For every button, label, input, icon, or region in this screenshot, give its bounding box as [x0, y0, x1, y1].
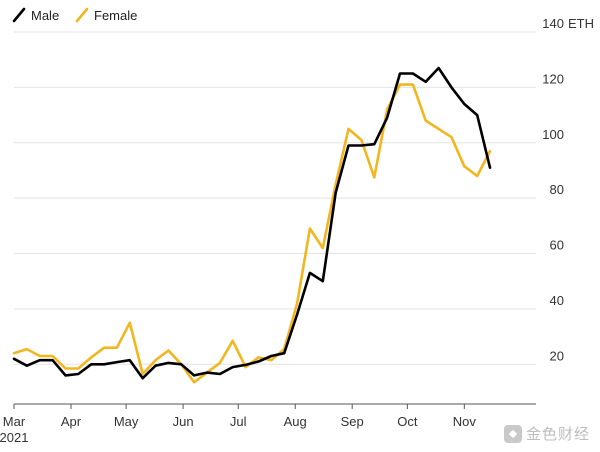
legend-label-male: Male — [31, 8, 59, 23]
x-tick-label-may: May — [114, 414, 139, 429]
y-tick-label-80: 80 — [550, 182, 564, 197]
y-tick-label-140: 140 — [542, 16, 564, 31]
legend-swatch-female — [75, 7, 89, 23]
x-year-label: 2021 — [0, 430, 28, 445]
x-tick-label-jun: Jun — [173, 414, 194, 429]
x-tick-label-aug: Aug — [284, 414, 307, 429]
x-tick-label-sep: Sep — [341, 414, 364, 429]
gridlines — [14, 31, 536, 365]
y-tick-label-20: 20 — [550, 348, 564, 363]
watermark-logo-icon — [503, 424, 522, 443]
x-axis: Mar Apr May Jun Jul Aug Sep Oct Nov 2021 — [0, 403, 536, 445]
legend: Male Female — [12, 7, 137, 23]
watermark-text: 金色财经 — [525, 426, 590, 443]
x-tick-label-jul: Jul — [230, 414, 247, 429]
y-unit-label: ETH — [568, 16, 594, 31]
x-tick-label-apr: Apr — [61, 414, 82, 429]
series-line-male — [12, 66, 492, 380]
legend-label-female: Female — [94, 8, 137, 23]
x-tick-label-oct: Oct — [397, 414, 418, 429]
x-tick-label-nov: Nov — [453, 414, 477, 429]
legend-swatch-male — [12, 7, 26, 23]
y-tick-label-60: 60 — [550, 238, 564, 253]
series-lines — [12, 66, 492, 384]
series-line-female — [12, 83, 492, 384]
watermark: 金色财经 — [503, 423, 590, 444]
y-tick-label-120: 120 — [542, 71, 564, 86]
x-tick-label-mar: Mar — [3, 414, 26, 429]
y-axis: 20 40 60 80 100 120 140 ETH — [542, 16, 594, 363]
y-tick-label-100: 100 — [542, 127, 564, 142]
y-tick-label-40: 40 — [550, 293, 564, 308]
